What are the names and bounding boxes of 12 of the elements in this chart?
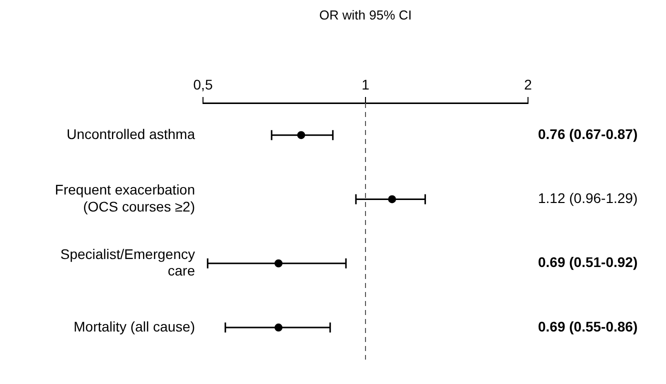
- data-label: 0.69 (0.55-0.86): [538, 318, 638, 334]
- x-axis-title: OR with 95% CI: [319, 7, 412, 22]
- y-tick-label: Uncontrolled asthma: [66, 126, 196, 142]
- y-tick-label: Frequent exacerbation (OCS courses ≥2): [54, 182, 195, 214]
- data-label: 0.76 (0.67-0.87): [538, 126, 638, 142]
- data-label: 1.12 (0.96-1.29): [538, 190, 638, 206]
- y-tick-label: Mortality (all cause): [74, 318, 195, 334]
- y-tick-label: Specialist/Emergency care: [60, 246, 196, 279]
- x-tick-label: 1: [362, 76, 370, 92]
- x-tick-label: 2: [524, 76, 532, 92]
- x-tick-label: 0,5: [193, 76, 213, 92]
- data-label: 0.69 (0.51-0.92): [538, 254, 638, 270]
